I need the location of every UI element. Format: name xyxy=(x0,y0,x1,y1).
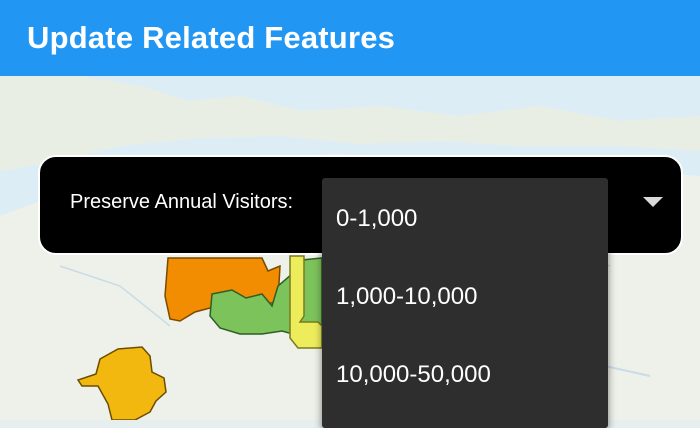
app-title: Update Related Features xyxy=(27,20,396,55)
selector-label: Preserve Annual Visitors: xyxy=(70,191,294,213)
menu-option-10000-50000[interactable]: 10,000-50,000 xyxy=(336,361,491,388)
app-bar: Update Related Features xyxy=(0,0,700,76)
river-line xyxy=(59,265,171,327)
northern-land xyxy=(0,76,700,171)
menu-option-0-1000[interactable]: 0-1,000 xyxy=(336,205,418,232)
dropdown-menu: 0-1,000 1,000-10,000 10,000-50,000 xyxy=(322,178,608,428)
dropdown-arrow-icon[interactable] xyxy=(643,197,663,207)
preserve-feature-gold[interactable] xyxy=(76,346,167,420)
menu-option-1000-10000[interactable]: 1,000-10,000 xyxy=(336,283,478,310)
preserve-feature-yellow[interactable] xyxy=(289,255,323,349)
coast-left xyxy=(0,326,45,396)
